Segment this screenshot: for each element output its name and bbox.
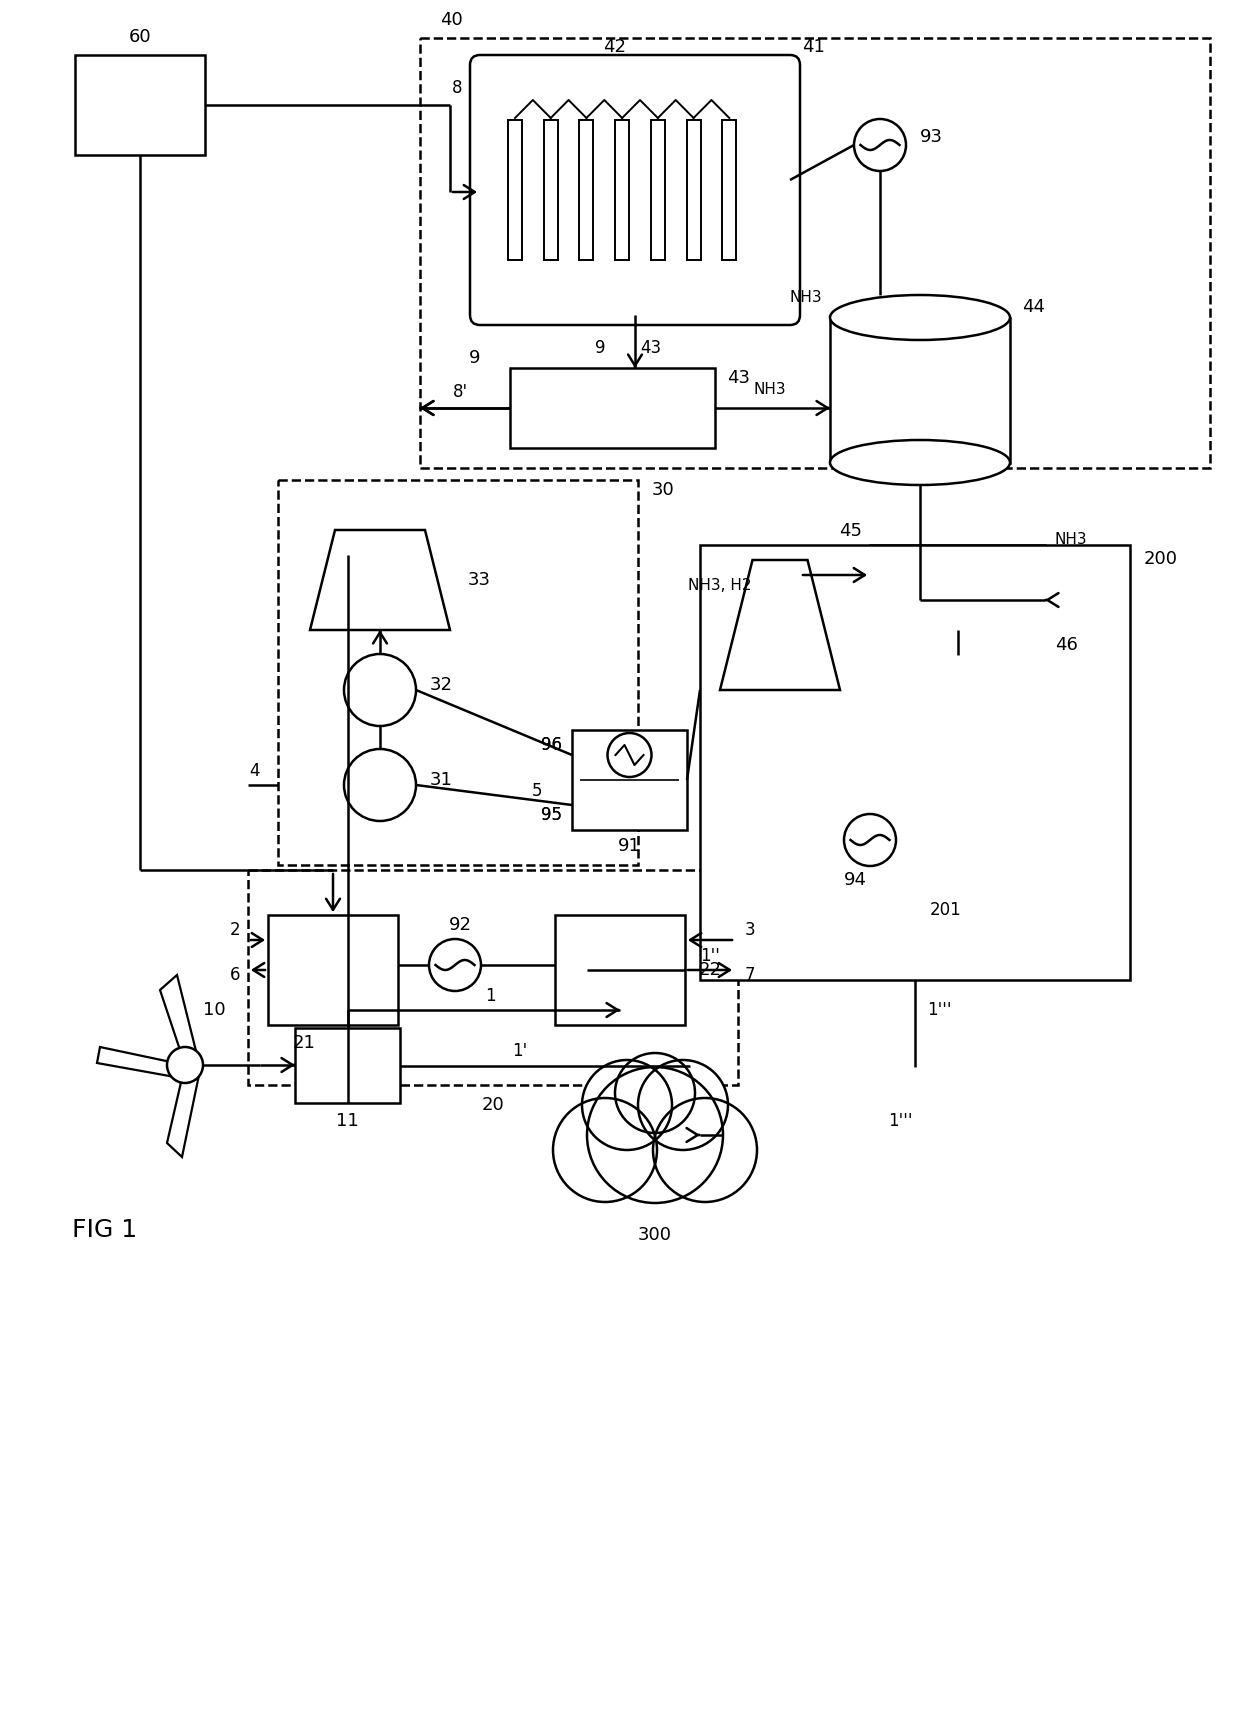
Text: 96: 96 bbox=[541, 736, 562, 753]
Circle shape bbox=[639, 1059, 728, 1151]
Circle shape bbox=[582, 1059, 672, 1151]
Bar bbox=[701, 544, 1130, 980]
Text: 6: 6 bbox=[229, 966, 241, 983]
Polygon shape bbox=[167, 1064, 198, 1158]
Bar bbox=[870, 544, 1045, 655]
Text: 9: 9 bbox=[594, 339, 605, 358]
Bar bbox=[556, 916, 684, 1025]
Text: 1''': 1''' bbox=[888, 1113, 913, 1130]
Text: 30: 30 bbox=[652, 480, 675, 499]
Text: 45: 45 bbox=[839, 522, 862, 539]
Text: 4: 4 bbox=[249, 762, 260, 779]
Text: NH3: NH3 bbox=[754, 382, 786, 397]
Text: NH3: NH3 bbox=[790, 290, 822, 306]
Text: 5: 5 bbox=[532, 783, 542, 800]
Text: 94: 94 bbox=[843, 871, 867, 888]
Circle shape bbox=[854, 119, 906, 171]
Text: 1'': 1'' bbox=[701, 947, 720, 964]
Text: 92: 92 bbox=[449, 916, 471, 935]
Polygon shape bbox=[310, 530, 450, 631]
Text: 3: 3 bbox=[745, 921, 755, 938]
Text: 40: 40 bbox=[440, 10, 463, 29]
Bar bbox=[74, 55, 205, 156]
Text: 300: 300 bbox=[639, 1225, 672, 1244]
Text: 9: 9 bbox=[469, 349, 480, 366]
Text: NH3: NH3 bbox=[1055, 532, 1087, 548]
Circle shape bbox=[167, 1047, 203, 1083]
Ellipse shape bbox=[830, 295, 1011, 340]
Text: 7: 7 bbox=[745, 966, 755, 983]
Text: 91: 91 bbox=[618, 836, 641, 855]
Circle shape bbox=[553, 1097, 657, 1203]
Circle shape bbox=[653, 1097, 756, 1203]
Ellipse shape bbox=[830, 441, 1011, 486]
Text: 95: 95 bbox=[541, 805, 562, 824]
Text: 1: 1 bbox=[485, 987, 495, 1006]
Bar bbox=[278, 480, 639, 866]
Text: 42: 42 bbox=[604, 38, 626, 55]
Text: 93: 93 bbox=[920, 128, 942, 145]
Polygon shape bbox=[97, 1047, 185, 1077]
Text: 1': 1' bbox=[512, 1042, 528, 1061]
Bar bbox=[651, 119, 665, 259]
Text: 20: 20 bbox=[481, 1096, 505, 1115]
Bar bbox=[687, 119, 701, 259]
Text: 43: 43 bbox=[727, 370, 750, 387]
Circle shape bbox=[844, 814, 897, 866]
Circle shape bbox=[587, 1066, 723, 1203]
Bar bbox=[920, 766, 1090, 895]
Bar bbox=[510, 368, 715, 448]
Text: 33: 33 bbox=[467, 570, 491, 589]
Bar bbox=[508, 119, 522, 259]
FancyBboxPatch shape bbox=[470, 55, 800, 325]
Bar bbox=[543, 119, 558, 259]
Text: 46: 46 bbox=[1055, 636, 1078, 653]
Text: 8': 8' bbox=[453, 384, 467, 401]
Bar bbox=[268, 916, 398, 1025]
Text: FIG 1: FIG 1 bbox=[72, 1218, 138, 1242]
Text: 60: 60 bbox=[129, 28, 151, 47]
Text: 22: 22 bbox=[699, 961, 722, 980]
Text: 8: 8 bbox=[453, 79, 463, 97]
Polygon shape bbox=[160, 975, 197, 1064]
Bar bbox=[830, 318, 1011, 463]
Circle shape bbox=[343, 653, 415, 726]
Polygon shape bbox=[720, 560, 839, 689]
Text: 201: 201 bbox=[930, 900, 962, 919]
Text: 2: 2 bbox=[229, 921, 241, 938]
Bar bbox=[295, 1028, 401, 1102]
Bar bbox=[885, 560, 1030, 639]
Bar bbox=[722, 119, 737, 259]
Text: 11: 11 bbox=[336, 1113, 358, 1130]
Text: 44: 44 bbox=[1022, 299, 1045, 316]
Text: 21: 21 bbox=[293, 1033, 316, 1052]
Bar bbox=[572, 729, 687, 829]
Circle shape bbox=[608, 733, 651, 778]
Text: NH3, H2: NH3, H2 bbox=[688, 579, 751, 593]
Circle shape bbox=[343, 748, 415, 821]
Text: 95: 95 bbox=[541, 805, 562, 824]
Bar bbox=[248, 869, 738, 1085]
Bar bbox=[615, 119, 629, 259]
Text: 31: 31 bbox=[430, 771, 453, 790]
Text: 200: 200 bbox=[1145, 550, 1178, 569]
Circle shape bbox=[615, 1052, 694, 1134]
Text: 1''': 1''' bbox=[928, 1001, 951, 1020]
Text: 32: 32 bbox=[430, 676, 453, 695]
Text: 43: 43 bbox=[640, 339, 661, 358]
Text: 41: 41 bbox=[802, 38, 825, 55]
Bar bbox=[579, 119, 594, 259]
Text: 10: 10 bbox=[203, 1001, 226, 1020]
Bar bbox=[420, 38, 1210, 468]
Circle shape bbox=[429, 938, 481, 990]
Text: 96: 96 bbox=[541, 736, 562, 753]
